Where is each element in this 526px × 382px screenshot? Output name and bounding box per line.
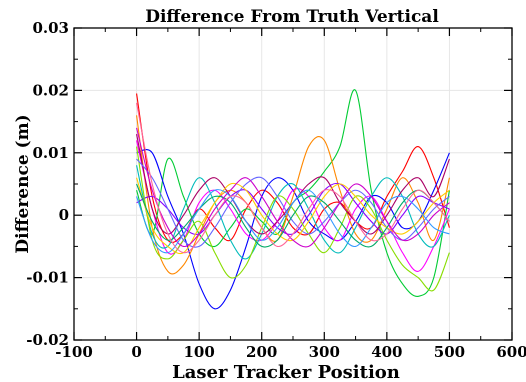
y-axis-label: Difference (m) xyxy=(13,114,33,253)
chart-title: Difference From Truth Vertical xyxy=(145,7,439,27)
y-tick-label: 0.01 xyxy=(32,144,69,162)
series-line xyxy=(136,115,450,275)
y-tick-label: 0.02 xyxy=(32,81,69,99)
series-line xyxy=(136,146,450,292)
x-tick-label: 0 xyxy=(131,343,141,361)
series-line xyxy=(136,189,450,254)
x-tick-label: 500 xyxy=(434,343,465,361)
x-tick-label: -100 xyxy=(55,343,93,361)
y-tick-label: 0 xyxy=(59,206,69,224)
series-line xyxy=(136,149,450,310)
series-line xyxy=(136,165,450,260)
y-tick-label: -0.02 xyxy=(26,331,69,349)
series-line xyxy=(136,127,450,248)
series-line xyxy=(136,140,450,272)
series-lines xyxy=(136,89,450,310)
x-tick-label: 600 xyxy=(496,343,526,361)
x-axis-label: Laser Tracker Position xyxy=(172,362,400,382)
series-line xyxy=(136,183,450,248)
x-tick-label: 400 xyxy=(371,343,402,361)
series-line xyxy=(136,93,450,244)
series-line xyxy=(136,102,450,254)
axis-ticks: -100 0 100 200 300 400 500 600 -0.02 -0.01 0 0.01 0.… xyxy=(26,19,526,361)
y-tick-label: 0.03 xyxy=(32,19,69,37)
series-line xyxy=(136,158,450,248)
x-tick-label: 200 xyxy=(246,343,277,361)
x-tick-label: 100 xyxy=(183,343,214,361)
y-tick-label: -0.01 xyxy=(26,269,69,287)
x-tick-label: 300 xyxy=(309,343,340,361)
